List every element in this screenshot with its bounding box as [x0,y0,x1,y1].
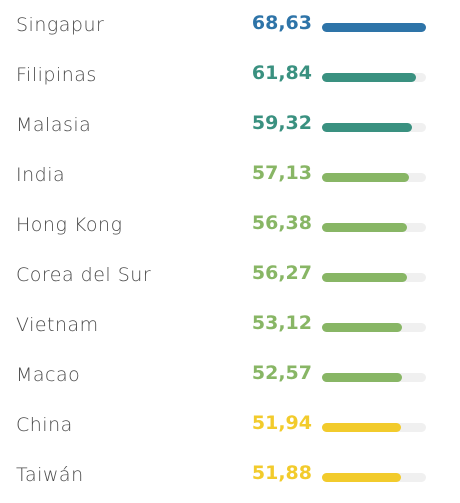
category-label: Singapur [16,14,105,36]
category-label: Corea del Sur [16,264,152,286]
category-label: India [16,164,66,186]
value-label: 59,32 [251,112,312,134]
bar-track [322,123,426,132]
bar [322,223,407,232]
bar-row: Filipinas 61,84 [0,52,460,102]
bar-row: Corea del Sur 56,27 [0,252,460,302]
bar-row: India 57,13 [0,152,460,202]
category-label: Hong Kong [16,214,123,236]
bar-track [322,373,426,382]
bar-row: Hong Kong 56,38 [0,202,460,252]
bar-track [322,323,426,332]
bar-track [322,173,426,182]
bar [322,23,426,32]
bar [322,123,412,132]
bar [322,323,402,332]
bar [322,73,416,82]
value-label: 61,84 [251,62,312,84]
bar-track [322,273,426,282]
bar-track [322,73,426,82]
bar-row: Macao 52,57 [0,352,460,402]
value-label: 57,13 [251,162,312,184]
bar-row: Taiwán 51,88 [0,452,460,502]
bar-row: China 51,94 [0,402,460,452]
bar [322,473,401,482]
bar-row: Malasia 59,32 [0,102,460,152]
value-label: 51,94 [251,412,312,434]
value-label: 51,88 [251,462,312,484]
value-label: 68,63 [251,12,312,34]
bar [322,173,409,182]
value-label: 53,12 [251,312,312,334]
value-label: 52,57 [251,362,312,384]
bar-track [322,223,426,232]
bar [322,423,401,432]
bar [322,273,407,282]
category-label: Macao [16,364,81,386]
category-label: China [16,414,73,436]
bar-row: Singapur 68,63 [0,2,460,52]
bar-track [322,473,426,482]
category-label: Filipinas [16,64,97,86]
category-label: Vietnam [16,314,99,336]
value-label: 56,27 [251,262,312,284]
category-label: Malasia [16,114,92,136]
bar-track [322,23,426,32]
bar-row: Vietnam 53,12 [0,302,460,352]
value-label: 56,38 [251,212,312,234]
category-label: Taiwán [16,464,84,486]
bar-track [322,423,426,432]
bar [322,373,402,382]
